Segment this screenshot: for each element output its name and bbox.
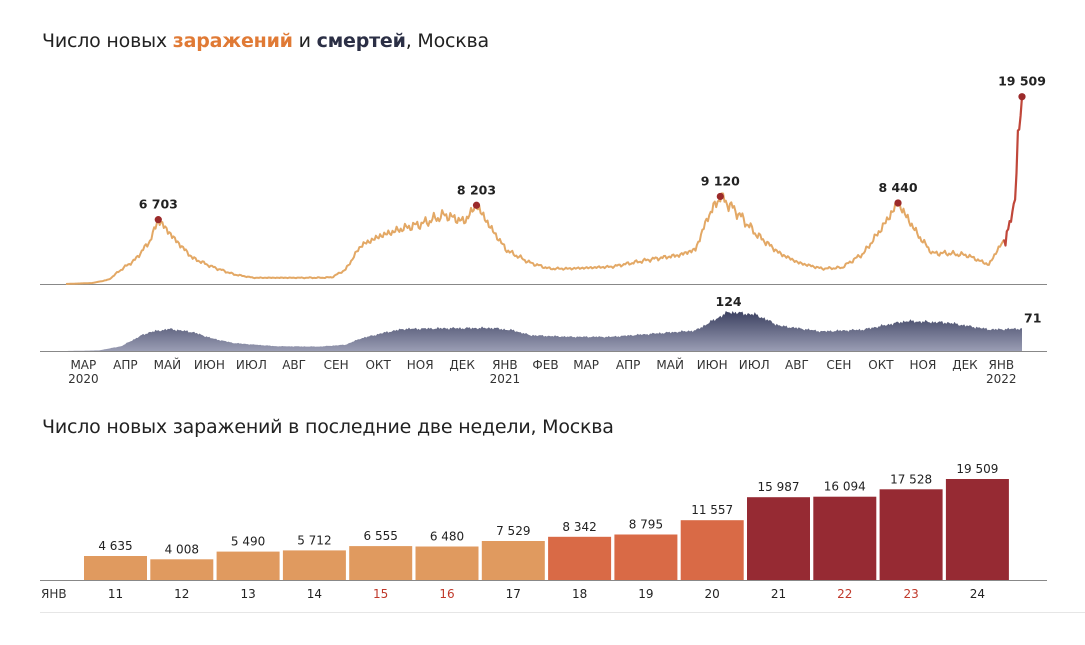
bar-value-label: 4 008 [165,542,199,556]
title-part-infections: заражений [172,30,293,52]
x-tick-label: ИЮН [194,358,225,372]
bar-value-label: 5 490 [231,535,265,549]
infections-peak-marker [1018,93,1026,101]
bar-value-label: 16 094 [824,480,866,494]
bar [216,551,280,580]
bar-value-label: 7 529 [496,524,530,538]
x-tick-label: ЯНВ [989,358,1015,372]
bar [813,496,877,580]
bar-category-label: 22 [837,587,852,601]
bar [680,520,744,580]
bar [282,550,346,580]
x-tick-label: ФЕВ [532,358,558,372]
bar-value-label: 15 987 [758,480,800,494]
bar-category-label: 20 [705,587,720,601]
bar-category-label: 11 [108,587,123,601]
bar-category-label: 13 [240,587,255,601]
x-tick-label: ИЮЛ [236,358,267,372]
bar-value-label: 6 480 [430,530,464,544]
x-tick-label: ИЮЛ [739,358,770,372]
x-tick-year-label: 2022 [986,372,1017,386]
x-tick-label: МАЙ [154,357,182,372]
bar [349,546,413,580]
infections-peak-label: 8 440 [878,180,917,195]
infections-series-line [65,192,1005,285]
bar-category-label: 18 [572,587,587,601]
x-tick-label: ОКТ [868,358,894,372]
month-label: ЯНВ [41,587,67,601]
x-tick-label: НОЯ [407,358,434,372]
bar [945,479,1009,580]
x-tick-label: АПР [113,358,137,372]
x-tick-year-label: 2021 [490,372,521,386]
infections-peak-label: 6 703 [139,197,178,212]
x-tick-label: МАР [70,358,96,372]
x-tick-label: МАЙ [656,357,684,372]
title-part-deaths: смертей [316,30,406,52]
infections-peak-label: 9 120 [701,173,740,188]
x-tick-label: ИЮН [697,358,728,372]
bar-value-label: 8 795 [629,518,663,532]
chart-title-two-weeks: Число новых заражений в последние две не… [42,416,614,438]
title-part-1: Число новых [42,30,173,52]
x-tick-label: СЕН [826,358,851,372]
bar-value-label: 8 342 [562,520,596,534]
bar-category-label: 14 [307,587,322,601]
x-tick-label: АВГ [785,358,809,372]
bar-category-label: 24 [970,587,985,601]
bar [614,534,678,580]
x-tick-label: АПР [616,358,640,372]
bar [747,497,810,580]
infections-peak-marker [894,199,902,207]
x-tick-label: ДЕК [449,358,475,372]
bar-category-label: 16 [439,587,454,601]
infections-peak-label: 19 509 [998,74,1046,89]
x-tick-label: СЕН [324,358,349,372]
bar-category-label: 12 [174,587,189,601]
bar-category-label: 17 [506,587,521,601]
bar-value-label: 11 557 [691,503,733,517]
bar [84,556,147,580]
infections-peak-label: 8 203 [457,182,496,197]
title-part-5: , Москва [405,30,489,52]
bar [548,536,612,580]
x-tick-label: МАР [573,358,599,372]
bar [879,489,943,580]
deaths-peak-label: 71 [1024,311,1041,326]
title-part-3: и [292,30,317,52]
x-tick-label: НОЯ [910,358,937,372]
x-tick-label: ДЕК [952,358,978,372]
bar-category-label: 23 [903,587,918,601]
bar-value-label: 4 635 [98,539,132,553]
bar [150,559,214,580]
infections-peak-marker [154,216,162,224]
infections-peak-marker [716,192,724,201]
deaths-series-area [66,311,1022,351]
x-tick-label: ОКТ [365,358,391,372]
bar [481,541,545,580]
bar-value-label: 19 509 [956,462,998,476]
bar [415,546,479,580]
bar-category-label: 21 [771,587,786,601]
deaths-peak-label: 124 [716,294,742,309]
x-tick-label: АВГ [282,358,306,372]
x-tick-year-label: 2020 [68,372,99,386]
bar-value-label: 17 528 [890,472,932,486]
bar-category-label: 15 [373,587,388,601]
chart-title-infections-deaths: Число новых заражений и смертей, Москва [42,30,489,52]
infections-series-line-recent [1003,96,1024,247]
bar-value-label: 6 555 [364,529,398,543]
bar-category-label: 19 [638,587,653,601]
infections-peak-marker [472,201,481,209]
bar-value-label: 5 712 [297,533,331,547]
x-tick-label: ЯНВ [492,358,518,372]
